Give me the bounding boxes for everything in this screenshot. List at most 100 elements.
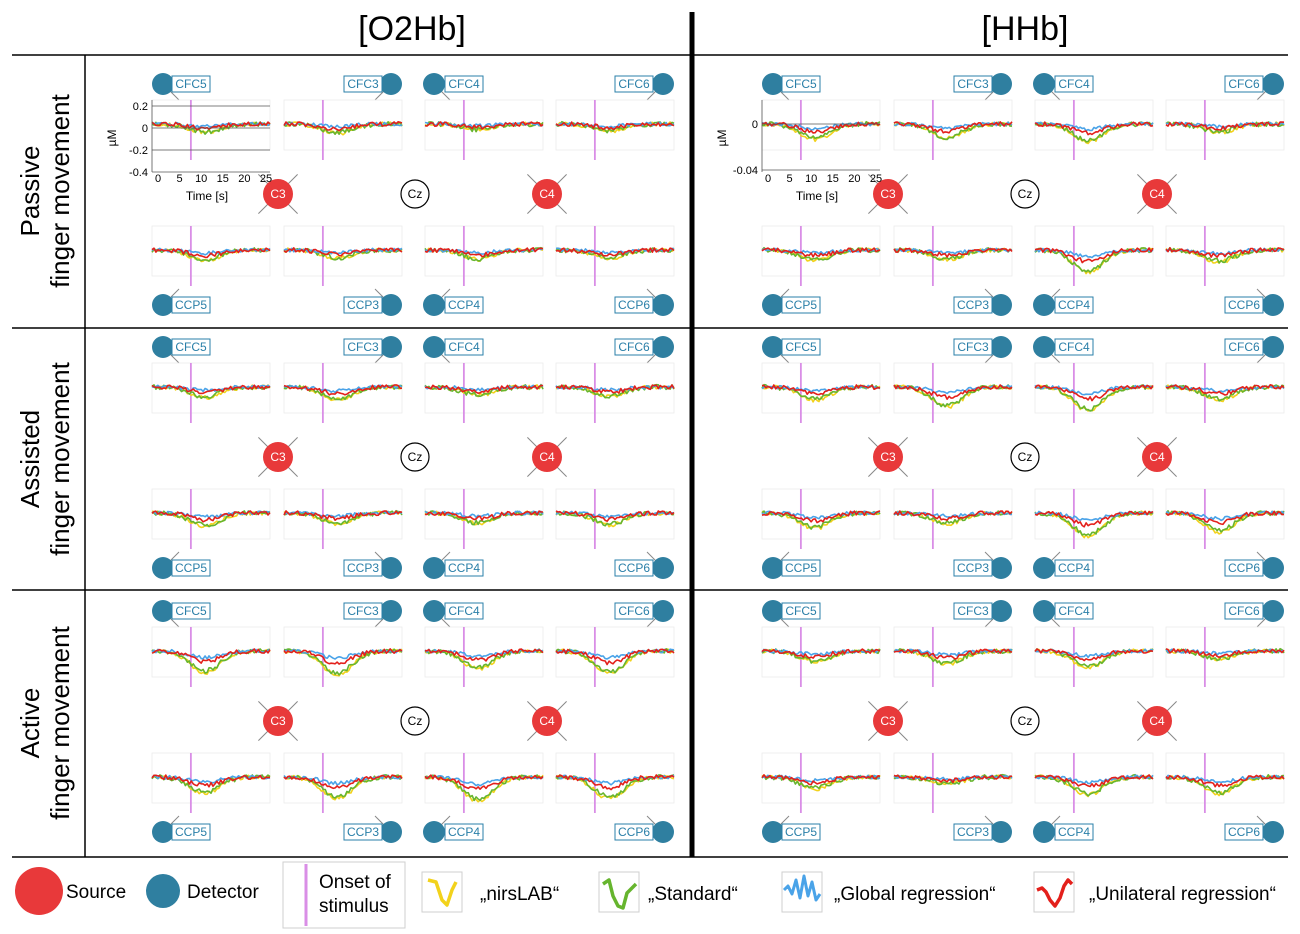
series-unilateral-ccp6 bbox=[1165, 247, 1285, 258]
detector-ccp5 bbox=[152, 557, 174, 579]
series-unilateral-ccp5 bbox=[151, 247, 271, 259]
channel-label-ccp6: CCP6 bbox=[1228, 825, 1260, 839]
channel-box-ccp4 bbox=[444, 559, 484, 577]
series-unilateral-ccp5 bbox=[761, 774, 881, 786]
source-c3-label: C3 bbox=[880, 450, 896, 464]
channel-box-ccp5 bbox=[171, 823, 211, 841]
series-global-ccp4 bbox=[1034, 247, 1154, 259]
series-unilateral-ccp3 bbox=[283, 774, 403, 790]
detector-cfc6 bbox=[652, 336, 674, 358]
series-standard-cfc3 bbox=[893, 648, 1013, 666]
channel-label-ccp4: CCP4 bbox=[448, 561, 480, 575]
channel-box-ccp3 bbox=[953, 296, 993, 314]
channel-box-cfc4 bbox=[1054, 338, 1094, 356]
y-tick-label: -0.4 bbox=[129, 167, 148, 179]
row-label-assisted: Assisted finger movement bbox=[15, 361, 75, 555]
detector-cfc5 bbox=[762, 73, 784, 95]
detector-cfc4 bbox=[423, 336, 445, 358]
series-unilateral-cfc4 bbox=[1034, 121, 1154, 136]
detector-ccp4 bbox=[1033, 294, 1055, 316]
channel-box-cfc4 bbox=[1054, 602, 1094, 620]
channel-label-ccp3: CCP3 bbox=[347, 825, 379, 839]
channel-box-cfc5 bbox=[781, 602, 821, 620]
x-tick-label: 10 bbox=[195, 173, 207, 185]
reference-cz bbox=[1010, 706, 1040, 736]
detector-ccp6 bbox=[652, 821, 674, 843]
legend-global-swatch bbox=[782, 874, 822, 902]
channel-box-ccp3 bbox=[953, 559, 993, 577]
source-c3-label: C3 bbox=[880, 187, 896, 201]
channel-label-cfc4: CFC4 bbox=[448, 340, 480, 354]
channel-label-ccp3: CCP3 bbox=[957, 298, 989, 312]
channel-box-ccp3 bbox=[953, 823, 993, 841]
legend-standard-label: „Standard“ bbox=[648, 884, 738, 905]
channel-label-cfc6: CFC6 bbox=[1228, 77, 1260, 91]
channel-label-ccp6: CCP6 bbox=[1228, 561, 1260, 575]
series-unilateral-ccp6 bbox=[1165, 510, 1285, 526]
series-unilateral-cfc4 bbox=[424, 384, 544, 395]
series-unilateral-ccp5 bbox=[761, 510, 881, 524]
channel-box-cfc5 bbox=[171, 75, 211, 93]
channel-box-ccp5 bbox=[781, 296, 821, 314]
channel-label-cfc5: CFC5 bbox=[175, 604, 207, 618]
channel-label-cfc3: CFC3 bbox=[957, 77, 989, 91]
plot-frame-ccp5 bbox=[151, 488, 271, 540]
channel-label-ccp4: CCP4 bbox=[1058, 298, 1090, 312]
source-c4 bbox=[532, 442, 562, 472]
channel-box-ccp6 bbox=[1224, 296, 1264, 314]
legend-global-label: „Global regression“ bbox=[834, 884, 996, 905]
channel-box-cfc5 bbox=[781, 75, 821, 93]
svg-text:finger movement: finger movement bbox=[45, 361, 75, 555]
channel-label-ccp3: CCP3 bbox=[957, 825, 989, 839]
channel-label-cfc5: CFC5 bbox=[175, 340, 207, 354]
series-unilateral-ccp4 bbox=[424, 774, 544, 791]
detector-cfc4 bbox=[423, 73, 445, 95]
channel-label-cfc4: CFC4 bbox=[1058, 340, 1090, 354]
detector-ccp4 bbox=[423, 294, 445, 316]
legend-source-label: Source bbox=[66, 882, 126, 903]
source-c4 bbox=[1142, 706, 1172, 736]
channel-box-cfc4 bbox=[444, 75, 484, 93]
channel-box-cfc3 bbox=[953, 338, 993, 356]
channel-box-ccp4 bbox=[1054, 296, 1094, 314]
source-c3-label: C3 bbox=[270, 714, 286, 728]
column-header-o2hb: [O2Hb] bbox=[358, 10, 466, 48]
detector-ccp3 bbox=[380, 294, 402, 316]
series-unilateral-ccp4 bbox=[424, 247, 544, 258]
detector-ccp3 bbox=[990, 294, 1012, 316]
detector-cfc6 bbox=[652, 73, 674, 95]
channel-box-cfc4 bbox=[444, 338, 484, 356]
series-unilateral-ccp6 bbox=[1165, 774, 1285, 788]
channel-box-ccp4 bbox=[1054, 559, 1094, 577]
detector-cfc4 bbox=[1033, 336, 1055, 358]
channel-label-ccp6: CCP6 bbox=[1228, 298, 1260, 312]
x-tick-label: 0 bbox=[765, 173, 771, 185]
series-unilateral-cfc5 bbox=[151, 384, 271, 395]
channel-box-ccp6 bbox=[1224, 559, 1264, 577]
plot-frame-ccp4 bbox=[1034, 488, 1154, 540]
channel-box-ccp6 bbox=[614, 296, 654, 314]
series-unilateral-cfc3 bbox=[283, 384, 403, 396]
channel-label-cfc3: CFC3 bbox=[347, 604, 379, 618]
source-c3 bbox=[263, 706, 293, 736]
detector-cfc3 bbox=[990, 336, 1012, 358]
detector-cfc5 bbox=[152, 73, 174, 95]
reference-cz bbox=[400, 442, 430, 472]
detector-ccp5 bbox=[152, 294, 174, 316]
channel-label-ccp5: CCP5 bbox=[785, 561, 817, 575]
channel-label-cfc4: CFC4 bbox=[448, 604, 480, 618]
channel-label-cfc6: CFC6 bbox=[1228, 340, 1260, 354]
channel-label-ccp3: CCP3 bbox=[347, 298, 379, 312]
channel-label-cfc6: CFC6 bbox=[1228, 604, 1260, 618]
series-global-ccp3 bbox=[283, 247, 403, 255]
channel-box-ccp6 bbox=[614, 823, 654, 841]
legend-onset-label-1: Onset of bbox=[319, 872, 392, 893]
reference-cz-label: Cz bbox=[408, 714, 423, 728]
row-label-passive: Passive finger movement bbox=[15, 93, 75, 287]
series-global-cfc4 bbox=[1034, 384, 1154, 396]
series-unilateral-cfc5 bbox=[151, 648, 271, 664]
legend-nirslab-box bbox=[421, 871, 463, 913]
series-unilateral-cfc6 bbox=[1166, 383, 1285, 396]
detector-cfc3 bbox=[990, 73, 1012, 95]
detector-ccp4 bbox=[1033, 557, 1055, 579]
